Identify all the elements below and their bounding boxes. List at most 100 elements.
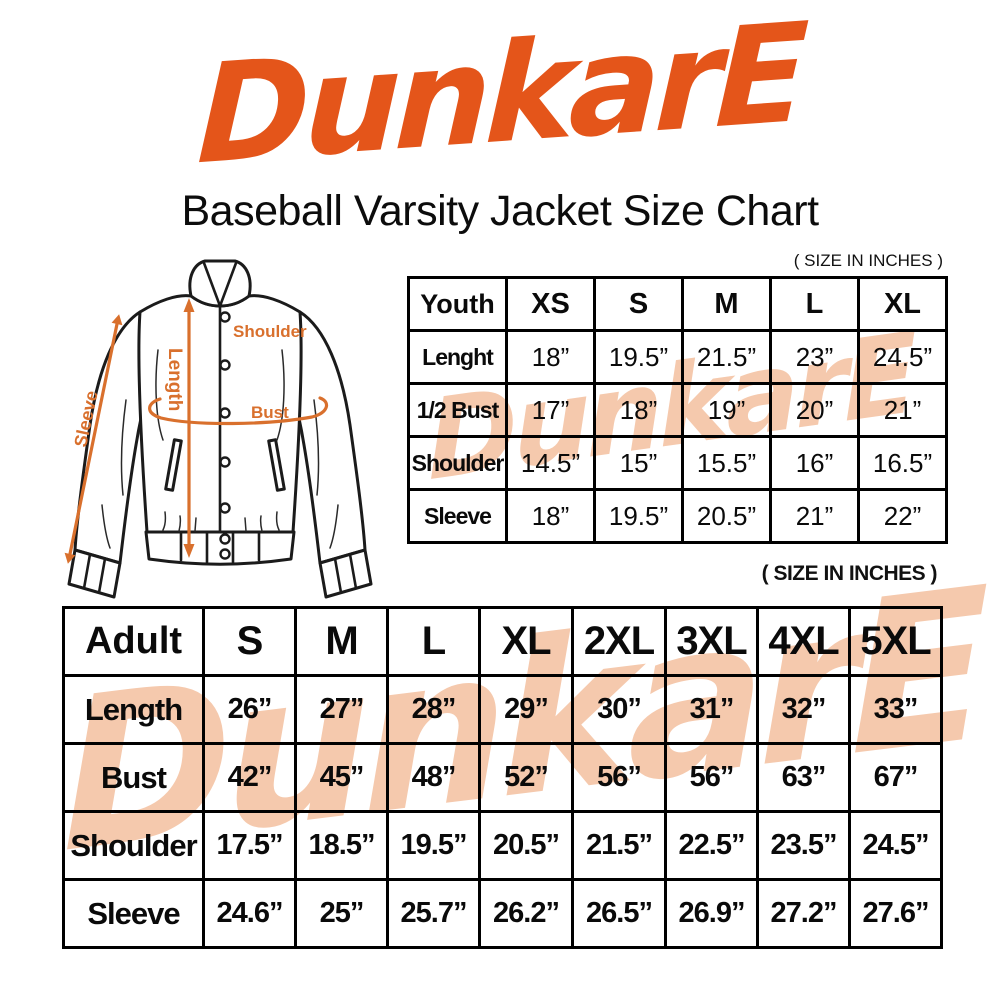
adult-size-cell: 42” [202,742,297,813]
adult-size-cell: 27.2” [756,878,851,949]
youth-row-sleeve: Sleeve 18” 19.5” 20.5” 21” 22” [407,488,948,544]
youth-size-cell: 15.5” [681,435,772,491]
youth-row-label: Lenght [407,329,508,385]
youth-size-cell: 21.5” [681,329,772,385]
adult-header-row: Adult S M L XL 2XL 3XL 4XL 5XL [62,606,943,677]
adult-size-cell: 56” [664,742,759,813]
adult-col-header: 5XL [848,606,943,677]
adult-size-cell: 24.6” [202,878,297,949]
youth-header-row: Youth XS S M L XL [407,276,948,332]
adult-col-header: 4XL [756,606,851,677]
youth-size-cell: 18” [505,488,596,544]
brand-logo: DunkarE [195,0,805,196]
youth-size-cell: 15” [593,435,684,491]
adult-size-cell: 26.5” [571,878,667,949]
adult-size-cell: 28” [386,674,481,745]
adult-size-cell: 26.9” [664,878,759,949]
adult-col-header: M [294,606,389,677]
adult-size-cell: 19.5” [386,810,481,881]
youth-col-header: XS [505,276,596,332]
jacket-left-sleeve [67,310,152,599]
adult-size-cell: 27” [294,674,389,745]
adult-size-cell: 17.5” [202,810,297,881]
adult-size-cell: 48” [386,742,481,813]
adult-size-cell: 25” [294,878,389,949]
adult-size-cell: 31” [664,674,759,745]
adult-row-shoulder: Shoulder 17.5” 18.5” 19.5” 20.5” 21.5” 2… [62,810,943,881]
youth-col-header: XL [857,276,948,332]
jacket-label-shoulder: Shoulder [233,322,307,341]
adult-size-cell: 30” [571,674,667,745]
adult-size-cell: 45” [294,742,389,813]
adult-size-cell: 23.5” [756,810,851,881]
page-title: Baseball Varsity Jacket Size Chart [181,187,819,235]
jacket-right-pocket [267,438,286,492]
youth-size-cell: 14.5” [505,435,596,491]
jacket-label-length: Length [164,348,185,411]
youth-row-label: Shoulder [407,435,508,491]
youth-size-cell: 21” [769,488,860,544]
youth-size-cell: 24.5” [857,329,948,385]
adult-row-label: Shoulder [62,810,205,881]
youth-size-table: Youth XS S M L XL Lenght 18” 19.5” 21.5”… [407,276,948,544]
jacket-left-pocket [164,438,183,492]
adult-size-cell: 18.5” [294,810,389,881]
sleeve-arrow [64,314,123,564]
adult-size-cell: 21.5” [571,810,667,881]
adult-row-sleeve: Sleeve 24.6” 25” 25.7” 26.2” 26.5” 26.9”… [62,878,943,949]
adult-size-cell: 24.5” [848,810,943,881]
adult-row-length: Length 26” 27” 28” 29” 30” 31” 32” 33” [62,674,943,745]
youth-col-header: S [593,276,684,332]
youth-row-shoulder: Shoulder 14.5” 15” 15.5” 16” 16.5” [407,435,948,491]
youth-col-header: L [769,276,860,332]
youth-size-cell: 20” [769,382,860,438]
youth-size-cell: 19” [681,382,772,438]
youth-table-corner: Youth [407,276,508,332]
youth-size-cell: 19.5” [593,329,684,385]
bust-arc [148,396,329,426]
adult-table-corner: Adult [62,606,205,677]
adult-size-cell: 22.5” [664,810,759,881]
adult-size-cell: 67” [848,742,943,813]
adult-col-header: L [386,606,481,677]
youth-size-cell: 18” [505,329,596,385]
jacket-waistband [144,530,296,566]
youth-size-cell: 18” [593,382,684,438]
adult-size-note: ( SIZE IN INCHES ) [761,562,938,585]
adult-col-header: XL [478,606,574,677]
youth-row-label: 1/2 Bust [407,382,508,438]
adult-size-cell: 25.7” [386,878,481,949]
adult-col-header: 3XL [664,606,759,677]
length-arrow [183,298,195,558]
adult-size-cell: 26” [202,674,297,745]
youth-size-cell: 23” [769,329,860,385]
youth-size-cell: 17” [505,382,596,438]
youth-size-cell: 19.5” [593,488,684,544]
adult-size-cell: 63” [756,742,851,813]
adult-size-cell: 27.6” [848,878,943,949]
youth-row-length: Lenght 18” 19.5” 21.5” 23” 24.5” [407,329,948,385]
youth-size-note: ( SIZE IN INCHES ) [793,251,943,270]
youth-size-cell: 22” [857,488,948,544]
youth-row-halfbust: 1/2 Bust 17” 18” 19” 20” 21” [407,382,948,438]
jacket-collar [188,259,252,308]
adult-col-header: 2XL [571,606,667,677]
adult-row-label: Bust [62,742,205,813]
adult-size-table: Adult S M L XL 2XL 3XL 4XL 5XL Length 26… [62,606,943,949]
youth-row-label: Sleeve [407,488,508,544]
jacket-diagram: Shoulder Length Bust Sleeve [64,259,373,599]
adult-size-cell: 56” [571,742,667,813]
adult-size-cell: 33” [848,674,943,745]
adult-col-header: S [202,606,297,677]
youth-size-cell: 16.5” [857,435,948,491]
youth-size-cell: 16” [769,435,860,491]
adult-size-cell: 26.2” [478,878,574,949]
adult-size-cell: 32” [756,674,851,745]
youth-size-cell: 21” [857,382,948,438]
adult-size-cell: 29” [478,674,574,745]
adult-row-label: Length [62,674,205,745]
adult-row-bust: Bust 42” 45” 48” 52” 56” 56” 63” 67” [62,742,943,813]
jacket-buttons [219,311,231,560]
adult-size-cell: 20.5” [478,810,574,881]
